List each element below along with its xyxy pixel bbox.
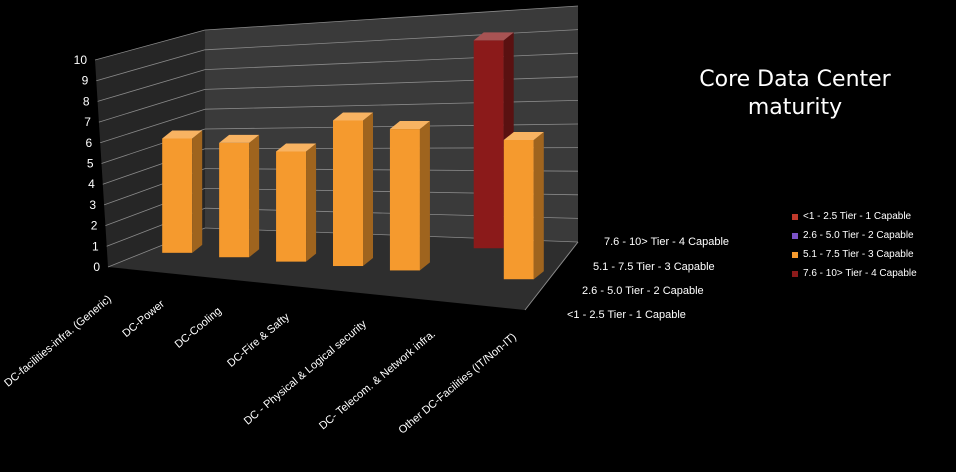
- bar: [473, 40, 504, 249]
- gridline: [204, 100, 579, 110]
- gridline: [204, 123, 579, 130]
- y-tick-label: 8: [83, 94, 90, 108]
- y-tick-label: 5: [87, 157, 94, 171]
- legend-label: 7.6 - 10> Tier - 4 Capable: [803, 268, 917, 279]
- depth-tick-label: 5.1 - 7.5 Tier - 3 Capable: [593, 261, 715, 273]
- legend-item: 7.6 - 10> Tier - 4 Capable: [792, 264, 917, 283]
- bar-top: [219, 134, 260, 143]
- bar: [333, 120, 363, 267]
- gridline: [94, 29, 206, 61]
- y-tick-label: 7: [84, 115, 91, 129]
- bar-side: [306, 143, 317, 262]
- bar-side: [363, 112, 373, 267]
- gridline: [204, 76, 579, 90]
- bar: [162, 138, 193, 253]
- bar: [276, 151, 307, 262]
- depth-tick-label: 7.6 - 10> Tier - 4 Capable: [604, 236, 729, 248]
- y-tick-label: 3: [89, 198, 96, 212]
- legend-swatch: [792, 251, 798, 258]
- bar-side: [533, 131, 544, 280]
- x-tick-label: DC-Cooling: [173, 305, 224, 351]
- depth-tick-label: 2.6 - 5.0 Tier - 2 Capable: [582, 285, 704, 297]
- bar-top: [162, 130, 203, 139]
- y-tick-label: 9: [82, 74, 89, 88]
- bar-top: [333, 112, 373, 121]
- x-tick-label: DC-Fire & Safty: [225, 311, 292, 370]
- bar-top: [473, 32, 514, 41]
- chart-title: Core Data Center maturity: [660, 66, 930, 122]
- bar-side: [419, 121, 430, 271]
- legend-swatch: [792, 232, 798, 239]
- legend-label: 2.6 - 5.0 Tier - 2 Capable: [803, 230, 914, 241]
- gridline: [204, 52, 579, 70]
- bar: [219, 142, 250, 258]
- bar-side: [249, 134, 260, 258]
- legend-label: 5.1 - 7.5 Tier - 3 Capable: [803, 249, 914, 260]
- legend-swatch: [792, 213, 798, 220]
- y-tick-label: 0: [93, 260, 100, 274]
- bar-side: [192, 130, 203, 253]
- y-tick-label: 10: [74, 53, 88, 67]
- bar-top: [503, 131, 544, 140]
- legend-item: <1 - 2.5 Tier - 1 Capable: [792, 207, 917, 226]
- depth-axis: [524, 241, 579, 311]
- legend: <1 - 2.5 Tier - 1 Capable 2.6 - 5.0 Tier…: [792, 207, 917, 283]
- y-tick-label: 4: [88, 177, 95, 191]
- gridline: [204, 29, 579, 51]
- bar: [389, 129, 420, 271]
- gridline: [96, 49, 206, 82]
- legend-item: 5.1 - 7.5 Tier - 3 Capable: [792, 245, 917, 264]
- x-tick-label: DC-facilities-infra. (Generic): [2, 293, 114, 389]
- y-tick-label: 1: [92, 239, 99, 253]
- gridline: [97, 69, 206, 102]
- chart-title-line-1: Core Data Center: [699, 67, 891, 92]
- legend-item: 2.6 - 5.0 Tier - 2 Capable: [792, 226, 917, 245]
- legend-label: <1 - 2.5 Tier - 1 Capable: [803, 211, 912, 222]
- bar-top: [276, 143, 317, 152]
- bar-top: [389, 121, 430, 130]
- y-tick-label: 6: [86, 136, 93, 150]
- chart-title-line-2: maturity: [747, 95, 843, 120]
- gridline: [204, 5, 579, 31]
- gridline: [98, 89, 206, 123]
- bar: [503, 139, 534, 280]
- gridline: [100, 108, 206, 144]
- x-tick-label: DC-Power: [120, 298, 167, 340]
- y-tick-label: 2: [91, 219, 98, 233]
- depth-tick-label: <1 - 2.5 Tier - 1 Capable: [567, 309, 686, 321]
- legend-swatch: [792, 270, 798, 277]
